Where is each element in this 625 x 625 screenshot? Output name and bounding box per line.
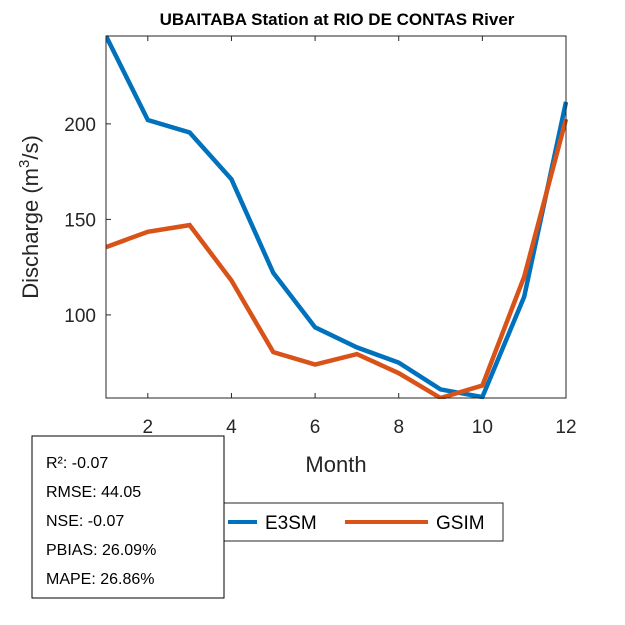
x-tick-label: 12 — [555, 417, 576, 438]
plot-area: 2 4 6 8 10 12 100 150 200 — [64, 34, 577, 438]
stat-nse: NSE: -0.07 — [46, 513, 124, 530]
y-axis-label-suffix: /s) — [18, 135, 43, 159]
plot-frame-border — [105, 35, 567, 399]
x-axis-label: Month — [305, 452, 366, 477]
y-tick-label: 150 — [64, 210, 96, 231]
x-axis-ticks: 2 4 6 8 10 12 — [143, 36, 577, 438]
legend-label-gsim: GSIM — [436, 513, 485, 534]
series-lines — [106, 34, 568, 399]
series-line-gsim — [106, 118, 568, 399]
y-axis-label-superscript: 3 — [16, 160, 33, 168]
x-tick-label: 4 — [226, 417, 237, 438]
stat-r2: R²: -0.07 — [46, 455, 108, 472]
stat-rmse: RMSE: 44.05 — [46, 484, 141, 501]
y-axis-ticks: 100 150 200 — [64, 115, 111, 327]
y-tick-label: 100 — [64, 306, 96, 327]
x-tick-label: 6 — [310, 417, 321, 438]
y-tick-label: 200 — [64, 115, 96, 136]
x-tick-label: 8 — [393, 417, 404, 438]
chart-title: UBAITABA Station at RIO DE CONTAS River — [160, 10, 515, 29]
stats-box: R²: -0.07 RMSE: 44.05 NSE: -0.07 PBIAS: … — [31, 435, 225, 599]
stats-box-frame — [31, 435, 225, 599]
x-tick-label: 10 — [472, 417, 493, 438]
stat-mape: MAPE: 26.86% — [46, 571, 155, 588]
x-tick-label: 2 — [143, 417, 154, 438]
y-axis-label: Discharge (m3/s) — [16, 135, 43, 299]
y-axis-label-main: Discharge (m — [18, 168, 43, 299]
legend-label-e3sm: E3SM — [265, 513, 317, 534]
series-line-e3sm — [106, 34, 568, 399]
stat-pbias: PBIAS: 26.09% — [46, 542, 156, 559]
